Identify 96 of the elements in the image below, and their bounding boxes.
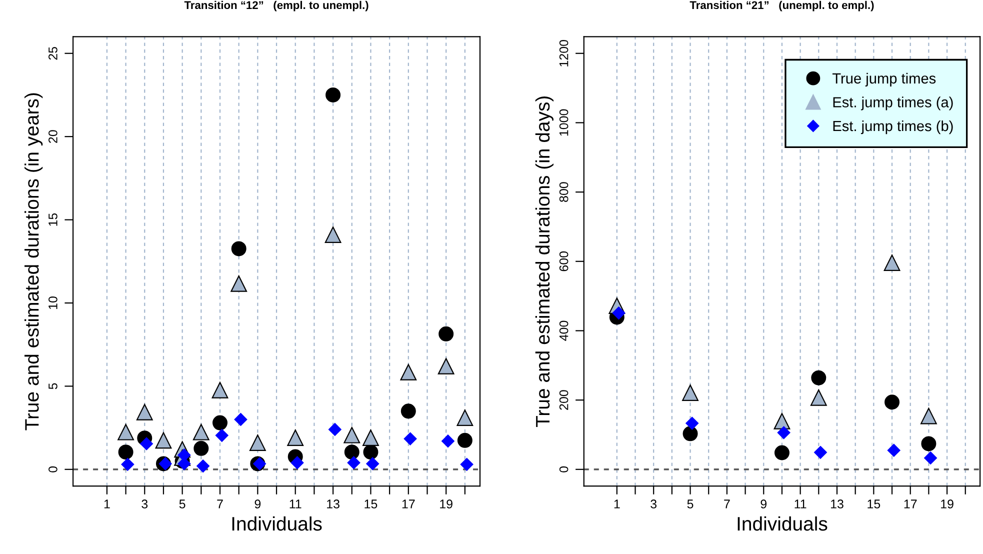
point xyxy=(456,410,474,426)
point xyxy=(230,275,248,292)
legend-label: Est. jump times (b) xyxy=(833,120,953,134)
point xyxy=(231,241,246,256)
point xyxy=(366,457,380,470)
point xyxy=(774,413,790,430)
point xyxy=(192,424,210,440)
point xyxy=(290,456,304,470)
y-tick-label: 800 xyxy=(559,182,568,202)
point xyxy=(212,382,228,398)
point xyxy=(118,424,134,440)
y-tick-label: 15 xyxy=(48,213,58,226)
point xyxy=(326,87,341,102)
x-tick-label: 9 xyxy=(254,500,261,508)
x-tick-label: 11 xyxy=(290,500,302,508)
point xyxy=(362,430,379,446)
point xyxy=(324,226,342,243)
y-tick-label: 20 xyxy=(48,130,58,143)
y-tick-label: 1000 xyxy=(559,109,568,136)
point xyxy=(438,358,454,374)
point xyxy=(884,394,900,410)
point xyxy=(121,458,134,471)
x-tick-label: 19 xyxy=(941,500,954,508)
point xyxy=(194,440,209,456)
point xyxy=(438,326,454,342)
y-tick-label: 600 xyxy=(559,251,568,272)
point xyxy=(400,404,416,419)
legend-label: Est. jump times (a) xyxy=(833,96,953,110)
y-tick-label: 200 xyxy=(559,390,568,410)
point xyxy=(921,436,936,452)
y-tick-label: 1200 xyxy=(559,40,568,66)
point xyxy=(777,426,790,440)
point xyxy=(887,444,900,457)
x-tick-label: 17 xyxy=(402,500,415,508)
point xyxy=(118,444,134,460)
y-tick-label: 0 xyxy=(559,466,568,472)
point xyxy=(344,444,360,460)
point xyxy=(460,458,474,471)
point xyxy=(686,416,699,430)
point xyxy=(158,457,172,470)
point xyxy=(215,428,228,442)
x-tick-label: 9 xyxy=(760,500,767,508)
chart-title: Transition “21” (unempl. to empl.) xyxy=(690,0,874,12)
point xyxy=(920,408,937,424)
x-tick-label: 15 xyxy=(364,500,378,508)
point xyxy=(344,426,360,444)
point xyxy=(457,432,472,448)
point xyxy=(212,415,228,430)
x-tick-label: 15 xyxy=(868,500,880,508)
point xyxy=(442,434,454,448)
x-tick-label: 3 xyxy=(650,500,657,508)
point xyxy=(682,426,698,442)
x-tick-label: 11 xyxy=(794,500,806,508)
y-tick-label: 5 xyxy=(48,383,58,390)
point xyxy=(404,432,417,446)
x-tick-label: 19 xyxy=(440,500,452,508)
point xyxy=(814,446,827,459)
x-tick-label: 7 xyxy=(217,500,223,508)
point xyxy=(140,437,153,450)
point xyxy=(253,457,266,470)
chart-title: Transition “12” (empl. to unempl.) xyxy=(184,0,368,12)
point xyxy=(774,445,790,460)
point xyxy=(884,254,900,271)
point xyxy=(287,430,304,446)
y-tick-label: 10 xyxy=(48,296,58,309)
y-tick-label: 25 xyxy=(48,46,58,60)
point xyxy=(136,404,153,420)
point xyxy=(363,444,378,460)
x-tick-label: 3 xyxy=(142,500,148,508)
point xyxy=(347,456,360,470)
point xyxy=(810,389,827,406)
point xyxy=(924,451,937,464)
point xyxy=(155,432,172,449)
x-tick-label: 13 xyxy=(831,500,844,508)
y-axis-title: True and estimated durations (in years) xyxy=(24,93,43,430)
y-tick-label: 0 xyxy=(48,466,58,472)
legend-label: True jump times xyxy=(832,72,936,86)
point xyxy=(400,364,417,380)
x-tick-label: 5 xyxy=(687,500,694,508)
x-tick-label: 7 xyxy=(724,500,730,508)
x-tick-label: 1 xyxy=(614,500,620,508)
point xyxy=(612,306,626,320)
x-axis-title: Individuals xyxy=(738,516,828,531)
y-tick-label: 400 xyxy=(559,320,568,341)
x-tick-label: 5 xyxy=(179,500,186,508)
y-axis-title: True and estimated durations (in days) xyxy=(535,96,554,428)
x-tick-label: 1 xyxy=(104,500,110,508)
point xyxy=(328,423,342,436)
x-axis-title: Individuals xyxy=(232,516,322,531)
point xyxy=(234,413,248,426)
x-tick-label: 17 xyxy=(904,500,917,508)
point xyxy=(811,370,826,386)
point xyxy=(196,460,210,473)
x-tick-label: 13 xyxy=(327,500,340,508)
point xyxy=(682,384,698,401)
point xyxy=(249,434,266,451)
